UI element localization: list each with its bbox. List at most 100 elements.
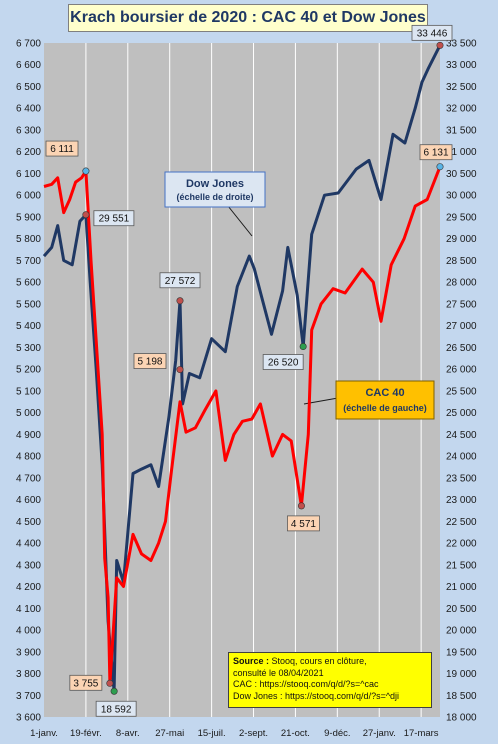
data-label-box: [287, 515, 320, 532]
point-marker: [106, 679, 114, 687]
chart-title: Krach boursier de 2020 : CAC 40 et Dow J…: [68, 4, 428, 32]
data-label: 5 198: [137, 357, 162, 368]
data-label-box: [262, 354, 304, 370]
right-tick-label: 32 500: [446, 82, 477, 93]
left-tick-label: 6 200: [16, 147, 41, 158]
data-label-box: [159, 272, 201, 289]
right-tick-label: 19 000: [446, 669, 477, 680]
right-axis-ticks: 18 000 18 500 19 000 19 500 20 000 20 500 21 0…: [446, 39, 477, 724]
right-tick-label: 33 000: [446, 60, 477, 71]
left-tick-label: 5 400: [16, 321, 41, 332]
x-tick-label: 2-sept.: [239, 728, 268, 739]
left-tick-label: 6 300: [16, 125, 41, 136]
left-tick-label: 5 300: [16, 343, 41, 354]
right-tick-label: 33 500: [446, 39, 477, 50]
data-label: 6 111: [50, 144, 74, 155]
data-label-box: [69, 674, 103, 691]
right-tick-label: 29 500: [446, 212, 477, 223]
right-tick-label: 18 000: [446, 713, 477, 724]
right-tick-label: 27 000: [446, 321, 477, 332]
left-tick-label: 6 600: [16, 60, 41, 71]
data-label-box: [93, 210, 135, 227]
cac-callout-title: CAC 40: [365, 387, 404, 399]
data-label: 3 755: [73, 678, 98, 689]
left-tick-label: 5 900: [16, 212, 41, 223]
point-marker: [436, 163, 444, 171]
data-label: 4 571: [291, 519, 316, 530]
right-tick-label: 20 000: [446, 626, 477, 637]
right-tick-label: 26 500: [446, 343, 477, 354]
point-marker: [297, 502, 305, 510]
right-tick-label: 20 500: [446, 604, 477, 615]
right-tick-label: 25 500: [446, 386, 477, 397]
point-marker: [436, 41, 444, 49]
dow-callout-title: Dow Jones: [186, 178, 244, 190]
right-tick-label: 31 000: [446, 147, 477, 158]
right-tick-label: 27 500: [446, 299, 477, 310]
callout-leader: [227, 205, 253, 237]
left-tick-label: 4 100: [16, 604, 41, 615]
right-tick-label: 28 500: [446, 256, 477, 267]
x-tick-label: 1-janv.: [30, 728, 58, 739]
left-tick-label: 5 000: [16, 408, 41, 419]
data-label: 29 551: [99, 214, 130, 225]
x-tick-label: 19-févr.: [70, 728, 102, 739]
point-marker: [176, 297, 184, 305]
right-tick-label: 23 500: [446, 473, 477, 484]
left-tick-label: 6 700: [16, 39, 41, 50]
left-tick-label: 6 400: [16, 104, 41, 115]
left-tick-label: 3 800: [16, 669, 41, 680]
right-tick-label: 22 500: [446, 517, 477, 528]
left-tick-label: 5 700: [16, 256, 41, 267]
left-tick-label: 6 500: [16, 82, 41, 93]
data-label-box: [45, 140, 79, 157]
left-tick-label: 5 500: [16, 299, 41, 310]
point-markers: [82, 41, 444, 695]
left-tick-label: 5 600: [16, 278, 41, 289]
left-tick-label: 4 600: [16, 495, 41, 506]
data-labels: 6 111 29 551 27 572 5 198 26 520 4 571 3 755 18…: [45, 24, 453, 717]
left-tick-label: 4 900: [16, 430, 41, 441]
left-tick-label: 4 000: [16, 626, 41, 637]
right-tick-label: 22 000: [446, 539, 477, 550]
point-marker: [299, 343, 307, 351]
x-tick-label: 8-avr.: [116, 728, 140, 739]
data-label: 6 131: [423, 148, 448, 159]
data-label: 27 572: [165, 276, 196, 287]
point-marker: [82, 167, 90, 175]
source-line-1: Stooq, cours en clôture,: [269, 656, 367, 666]
data-label-box: [419, 144, 453, 161]
left-tick-label: 4 300: [16, 560, 41, 571]
point-marker: [176, 366, 184, 374]
series-line-cac-40: [43, 166, 442, 685]
left-tick-label: 4 500: [16, 517, 41, 528]
x-tick-label: 15-juil.: [198, 728, 226, 739]
source-line-2: consulté le 08/04/2021: [233, 667, 324, 678]
right-tick-label: 24 500: [446, 430, 477, 441]
right-tick-label: 21 500: [446, 560, 477, 571]
grid-lines: [85, 43, 422, 717]
left-tick-label: 5 100: [16, 386, 41, 397]
x-tick-label: 9-déc.: [324, 728, 350, 739]
right-tick-label: 32 000: [446, 104, 477, 115]
x-tick-label: 27-janv.: [363, 728, 396, 739]
right-tick-label: 31 500: [446, 125, 477, 136]
right-tick-label: 21 000: [446, 582, 477, 593]
dow-callout-subtitle: (échelle de droite): [176, 192, 253, 202]
right-tick-label: 25 000: [446, 408, 477, 419]
source-line-3: CAC : https://stooq.com/q/d/?s=^cac: [233, 679, 379, 689]
data-label: 26 520: [268, 358, 299, 369]
x-axis-ticks: 1-janv. 19-févr. 8-avr. 27-mai 15-juil. 2-sep…: [30, 728, 439, 739]
left-tick-label: 4 200: [16, 582, 41, 593]
series-line-dow-jones: [42, 44, 442, 693]
dow-callout-box: [164, 171, 266, 208]
right-tick-label: 29 000: [446, 234, 477, 245]
right-tick-label: 24 000: [446, 452, 477, 463]
right-tick-label: 19 500: [446, 647, 477, 658]
left-tick-label: 6 000: [16, 191, 41, 202]
point-marker: [82, 211, 90, 219]
left-tick-label: 3 900: [16, 647, 41, 658]
data-label-box: [133, 353, 167, 369]
x-tick-label: 27-mai: [155, 728, 184, 739]
